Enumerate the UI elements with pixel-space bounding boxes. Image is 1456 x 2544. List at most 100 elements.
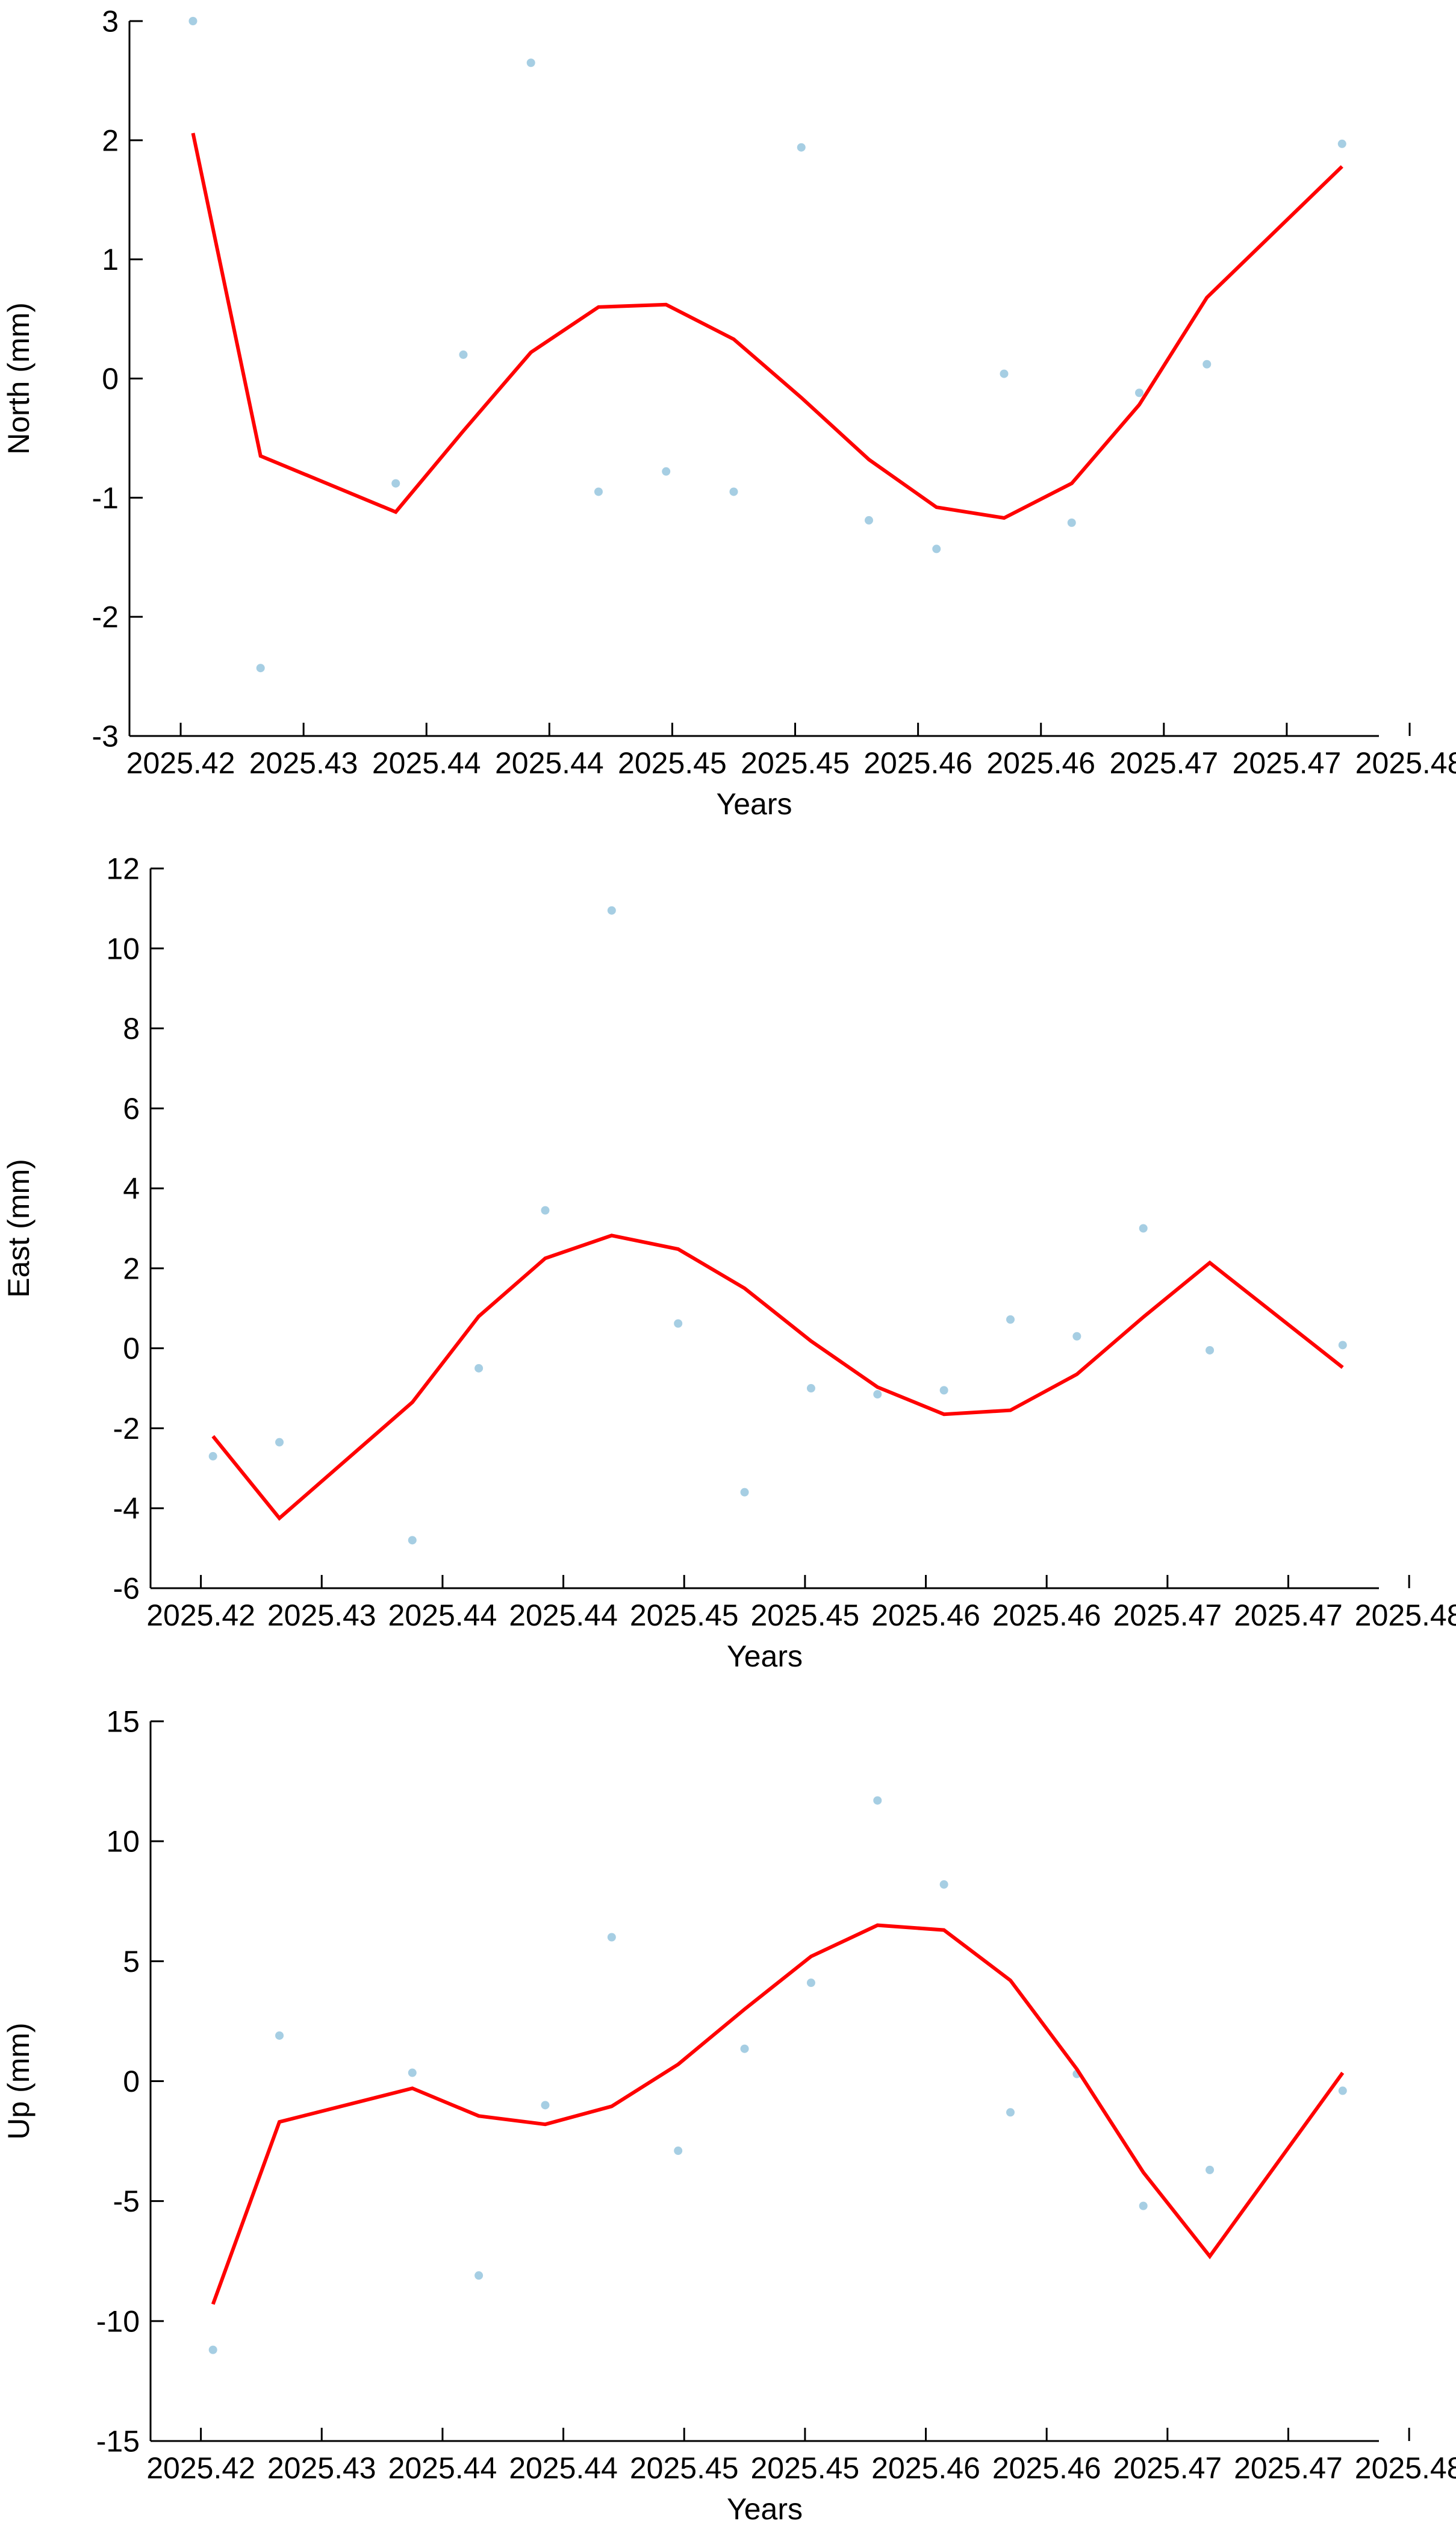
y-tick-label: 0: [123, 1332, 140, 1365]
x-tick-label: 2025.47: [1234, 1598, 1343, 1632]
data-point: [607, 906, 616, 915]
data-point: [939, 1386, 948, 1395]
data-point: [1072, 1332, 1081, 1341]
data-point: [188, 17, 198, 25]
chart-panel-2: -15 -10 -5 0 5 10 15 2025.42 2025.43 2025.44 2025.…: [2, 1705, 1456, 2527]
data-point: [408, 2068, 417, 2077]
y-tick-label: 10: [106, 1825, 140, 1859]
data-point: [1139, 2201, 1148, 2210]
x-tick-label: 2025.44: [388, 1598, 497, 1632]
data-point: [208, 2345, 217, 2354]
x-tick-label: 2025.43: [249, 746, 358, 780]
data-point: [391, 479, 400, 488]
data-point: [674, 1319, 683, 1328]
data-point: [806, 1978, 815, 1988]
chart-panel-1: -6 -4 -2 0 2 4 6 8 10 12 2025.42 2025.43 2025.44 2025…: [2, 852, 1456, 1674]
x-tick-label: 2025.48: [1355, 1598, 1456, 1632]
x-tick-label: 2025.47: [1233, 746, 1342, 780]
data-point: [1202, 360, 1212, 369]
data-point: [1338, 2086, 1347, 2095]
y-tick-label: -2: [113, 1412, 140, 1445]
y-axis-title: Up (mm): [2, 2022, 36, 2139]
model-line-series: [211, 1233, 1344, 1521]
y-tick-label: 6: [123, 1092, 140, 1126]
x-tick-label: 2025.45: [630, 1598, 739, 1632]
data-point: [740, 1488, 749, 1497]
y-tick-label: -15: [96, 2425, 140, 2458]
data-point: [1000, 369, 1009, 378]
data-point: [526, 58, 535, 67]
data-point: [873, 1796, 882, 1805]
data-point: [275, 2031, 284, 2040]
data-point: [1206, 2165, 1215, 2174]
x-tick-label: 2025.45: [630, 2451, 739, 2485]
x-tick-label: 2025.43: [267, 2451, 376, 2485]
data-point: [256, 664, 265, 673]
y-tick-label: -3: [92, 720, 119, 753]
data-point: [1338, 1341, 1347, 1350]
data-point: [408, 1536, 417, 1545]
y-tick-label: -1: [92, 481, 119, 515]
y-tick-label: 0: [123, 2065, 140, 2098]
y-axis-title: North (mm): [2, 302, 36, 455]
data-point: [594, 487, 603, 496]
y-tick-label: 12: [106, 852, 140, 886]
x-tick-label: 2025.46: [986, 746, 1095, 780]
data-point: [1337, 139, 1346, 148]
x-tick-label: 2025.48: [1355, 746, 1456, 780]
model-line-series: [211, 1923, 1345, 2305]
data-point: [740, 2044, 749, 2053]
x-tick-label: 2025.45: [618, 746, 727, 780]
x-tick-label: 2025.45: [751, 2451, 860, 2485]
x-tick-label: 2025.44: [372, 746, 481, 780]
y-tick-label: 2: [102, 123, 119, 157]
y-tick-label: 2: [123, 1252, 140, 1285]
y-tick-label: -10: [96, 2304, 140, 2338]
data-point: [1006, 2108, 1015, 2117]
data-point: [1067, 518, 1076, 527]
data-point: [459, 350, 468, 359]
x-tick-label: 2025.46: [871, 2451, 980, 2485]
data-point: [275, 1438, 284, 1447]
data-point: [674, 2146, 683, 2156]
x-axis-title: Years: [727, 2492, 803, 2526]
x-tick-label: 2025.45: [751, 1598, 860, 1632]
y-tick-label: -6: [113, 1572, 140, 1606]
y-tick-label: 0: [102, 362, 119, 396]
y-tick-label: 1: [102, 243, 119, 276]
x-tick-label: 2025.48: [1355, 2451, 1456, 2485]
data-point: [939, 1880, 948, 1889]
y-tick-label: -2: [92, 600, 119, 634]
x-tick-label: 2025.46: [992, 1598, 1101, 1632]
x-axis-title: Years: [716, 787, 792, 821]
x-tick-label: 2025.43: [267, 1598, 376, 1632]
x-tick-label: 2025.44: [495, 746, 604, 780]
y-tick-label: 5: [123, 1945, 140, 1978]
x-tick-label: 2025.44: [388, 2451, 497, 2485]
data-point: [1135, 388, 1144, 398]
data-point: [541, 2101, 550, 2110]
x-tick-label: 2025.46: [871, 1598, 980, 1632]
data-point: [607, 1933, 616, 1942]
data-point: [1006, 1315, 1015, 1324]
y-axis-title: East (mm): [2, 1159, 36, 1298]
x-tick-label: 2025.42: [126, 746, 235, 780]
data-point: [797, 143, 806, 152]
x-tick-label: 2025.42: [146, 2451, 255, 2485]
data-point: [1206, 1345, 1215, 1355]
x-tick-label: 2025.47: [1113, 2451, 1222, 2485]
data-point: [729, 487, 738, 496]
x-axis-title: Years: [727, 1639, 803, 1673]
x-tick-label: 2025.44: [509, 2451, 618, 2485]
y-tick-label: 4: [123, 1172, 140, 1206]
data-point: [474, 1364, 484, 1373]
y-tick-label: 8: [123, 1012, 140, 1046]
data-point: [932, 544, 941, 553]
x-tick-label: 2025.47: [1113, 1598, 1222, 1632]
x-tick-label: 2025.46: [863, 746, 972, 780]
y-tick-label: 10: [106, 932, 140, 965]
data-point: [662, 467, 671, 476]
data-point: [541, 1206, 550, 1215]
